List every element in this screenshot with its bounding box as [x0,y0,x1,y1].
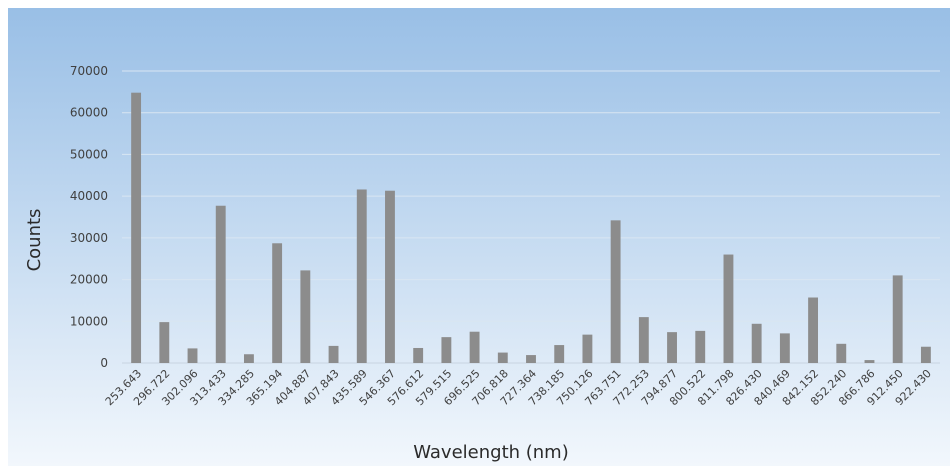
bar [187,348,198,363]
y-tick-label: 10000 [70,314,108,328]
bar [667,332,677,363]
bar [300,270,311,363]
bar [159,322,170,363]
gridlines [122,70,940,364]
bar [526,355,536,363]
bar [131,92,142,363]
bar [695,330,706,363]
y-tick-label: 50000 [70,147,108,161]
y-tick-label: 70000 [70,64,108,78]
y-tick-label: 0 [100,356,108,370]
bar [356,189,367,363]
bar [751,323,762,363]
y-axis-label: Counts [24,209,45,272]
bar [243,354,254,363]
bar [215,205,226,363]
bar [582,334,593,363]
bar [920,346,931,363]
bars [131,92,931,363]
chart-background [8,8,950,466]
y-tick-label: 20000 [70,273,108,287]
bar [272,243,283,363]
bar [723,254,734,363]
bar [638,317,649,363]
y-tick-label: 40000 [70,189,108,203]
x-axis-label: Wavelength (nm) [413,442,569,463]
bar [554,345,565,363]
bar [413,347,424,363]
bar [610,220,621,363]
y-tick-label: 30000 [70,231,108,245]
bar [497,352,508,363]
y-tick-labels: 0 10000 20000 30000 40000 50000 60000 70000 [70,64,108,370]
bar [892,275,903,363]
bar [328,345,339,363]
bar [385,190,395,363]
bar [864,360,875,363]
bar [441,337,452,363]
bar [469,331,480,363]
y-tick-label: 60000 [70,106,108,120]
bar [779,333,790,363]
bar [836,343,847,363]
bar [808,297,819,363]
